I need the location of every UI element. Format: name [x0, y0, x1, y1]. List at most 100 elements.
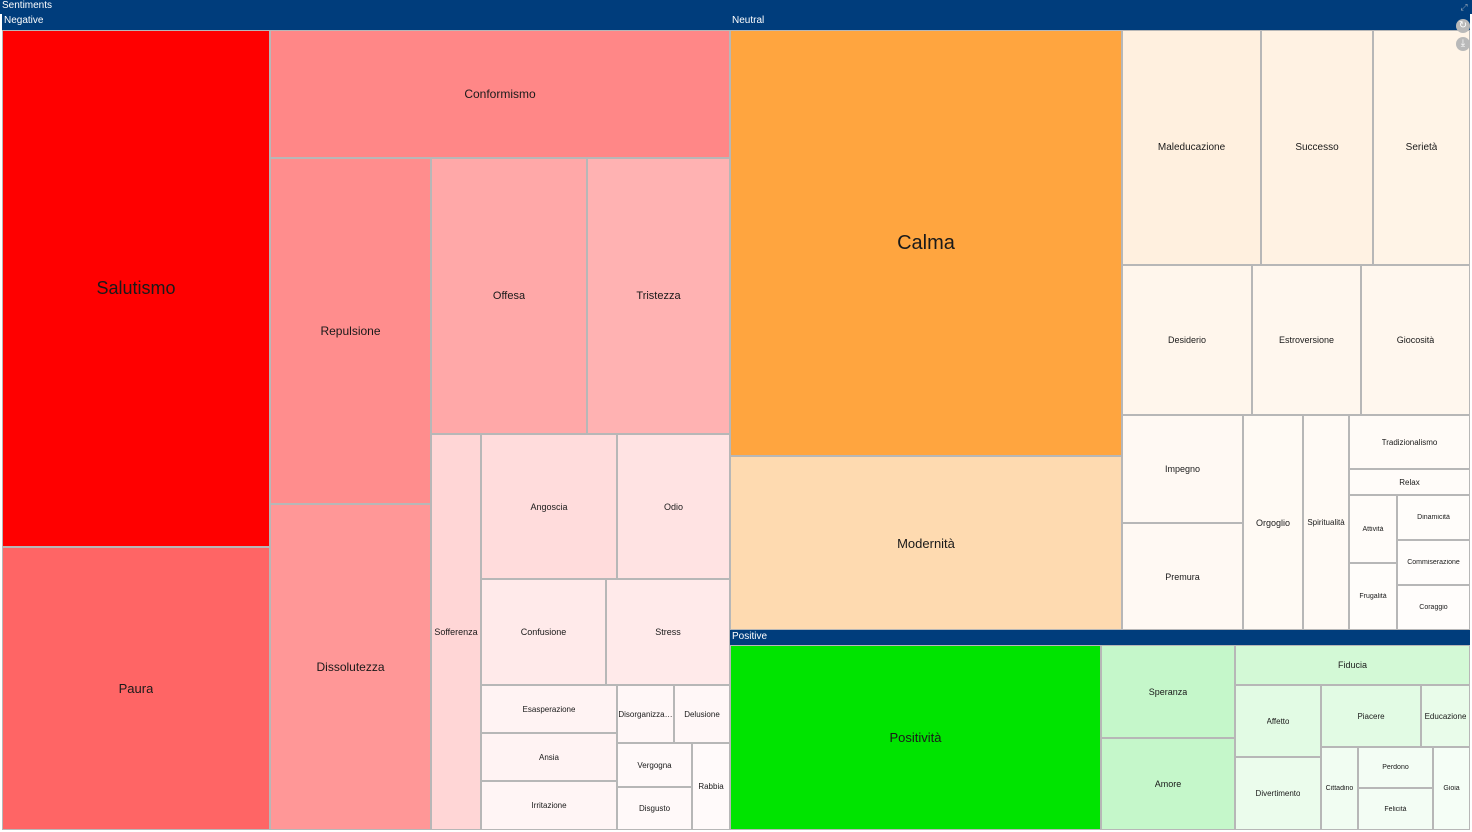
treemap-cell-successo[interactable]: Successo [1261, 30, 1373, 265]
treemap-cell-label: Odio [663, 501, 683, 512]
treemap-cell-label: Confusione [520, 627, 567, 637]
treemap-cell-label: Angoscia [530, 501, 568, 512]
treemap-cell-orgoglio[interactable]: Orgoglio [1243, 415, 1303, 630]
treemap-cell-sofferenza[interactable]: Sofferenza [431, 434, 481, 830]
group-header-positive[interactable]: Positive [730, 630, 1470, 645]
treemap-cell-label: Stress [655, 627, 681, 637]
treemap-cell-label: Premura [1165, 571, 1200, 582]
treemap-cell-label: Sofferenza [434, 627, 478, 637]
treemap-cell-label: Irritazione [531, 801, 567, 810]
treemap-cell-serieta[interactable]: Serietà [1373, 30, 1470, 265]
treemap-cell-odio[interactable]: Odio [617, 434, 730, 579]
treemap-cell-spiritualita[interactable]: Spiritualità [1303, 415, 1349, 630]
treemap-cell-maleducazione[interactable]: Maleducazione [1122, 30, 1261, 265]
treemap-cell-educazione[interactable]: Educazione [1421, 685, 1470, 747]
treemap-cell-salutismo[interactable]: Salutismo [2, 30, 270, 547]
treemap-cell-label: Salutismo [96, 278, 176, 298]
treemap-cell-label: Serietà [1405, 142, 1438, 153]
treemap-cell-piacere[interactable]: Piacere [1321, 685, 1421, 747]
treemap-cell-cittadino[interactable]: Cittadino [1321, 747, 1358, 830]
treemap-cell-label: Cittadino [1325, 785, 1354, 792]
treemap-cell-rabbia[interactable]: Rabbia [692, 743, 730, 830]
treemap-cell-label: Fiducia [1337, 660, 1367, 670]
treemap-cell-giocosita[interactable]: Giocosità [1361, 265, 1470, 415]
group-label-negative: Negative [4, 15, 44, 26]
treemap-cell-label: Coraggio [1419, 604, 1448, 611]
treemap-cell-label: Speranza [1148, 686, 1188, 697]
treemap-cell-amore[interactable]: Amore [1101, 738, 1235, 830]
treemap-cell-angoscia[interactable]: Angoscia [481, 434, 617, 579]
treemap-cell-label: Positività [889, 730, 942, 745]
treemap-cell-disgusto[interactable]: Disgusto [617, 787, 692, 830]
treemap-cell-ansia[interactable]: Ansia [481, 733, 617, 781]
treemap-cell-irritazione[interactable]: Irritazione [481, 781, 617, 830]
group-header-neutral[interactable]: Neutral [730, 14, 1470, 30]
group-header-negative[interactable]: Negative [2, 14, 730, 30]
treemap-cell-paura[interactable]: Paura [2, 547, 270, 830]
treemap-cell-label: Successo [1295, 142, 1339, 153]
treemap-cell-fiducia[interactable]: Fiducia [1235, 645, 1470, 685]
treemap-cell-label: Giocosità [1396, 335, 1435, 345]
treemap-cell-estroversione[interactable]: Estroversione [1252, 265, 1361, 415]
treemap-cell-confusione[interactable]: Confusione [481, 579, 606, 685]
treemap-cell-label: Attività [1362, 525, 1384, 533]
treemap-cell-speranza[interactable]: Speranza [1101, 645, 1235, 738]
treemap-cell-tradizionalismo[interactable]: Tradizionalismo [1349, 415, 1470, 469]
treemap-cell-label: Divertimento [1255, 789, 1301, 798]
treemap-cell-label: Ansia [538, 752, 559, 762]
treemap-cell-modernita[interactable]: Modernità [730, 456, 1122, 630]
treemap-cell-calma[interactable]: Calma [730, 30, 1122, 456]
treemap-cell-repulsione[interactable]: Repulsione [270, 158, 431, 504]
treemap-cell-label: Orgoglio [1255, 517, 1291, 528]
treemap-cell-label: Maleducazione [1157, 142, 1226, 153]
chart-title-bar: Sentiments [0, 0, 1472, 14]
download-icon[interactable]: ⤓ [1456, 37, 1470, 51]
treemap-cell-positivita[interactable]: Positività [730, 645, 1101, 830]
treemap-cell-disorganizza[interactable]: Disorganizza… [617, 685, 674, 743]
treemap-cell-label: Perdono [1382, 764, 1409, 771]
treemap-cell-label: Spiritualità [1307, 518, 1345, 527]
treemap-cell-label: Conformismo [464, 87, 536, 101]
treemap-cell-label: Modernità [897, 535, 955, 551]
treemap-cell-conformismo[interactable]: Conformismo [270, 30, 730, 158]
treemap-cell-perdono[interactable]: Perdono [1358, 747, 1433, 788]
treemap-cell-vergogna[interactable]: Vergogna [617, 743, 692, 787]
chart-title: Sentiments [2, 0, 53, 11]
treemap-cell-label: Amore [1154, 779, 1182, 789]
treemap-cell-label: Dinamicità [1417, 514, 1450, 521]
treemap-cell-dissolutezza[interactable]: Dissolutezza [270, 504, 431, 830]
treemap-cell-felicita[interactable]: Felicità [1358, 788, 1433, 830]
treemap-cell-gioia[interactable]: Gioia [1433, 747, 1470, 830]
treemap-cell-attivita[interactable]: Attività [1349, 495, 1397, 563]
treemap-cell-label: Impegno [1164, 464, 1201, 474]
treemap-cell-label: Rabbia [698, 782, 724, 791]
treemap-cell-tristezza[interactable]: Tristezza [587, 158, 730, 434]
treemap-cell-esasperazione[interactable]: Esasperazione [481, 685, 617, 733]
group-label-neutral: Neutral [732, 15, 765, 26]
treemap-cell-label: Affetto [1266, 716, 1290, 726]
treemap-cell-offesa[interactable]: Offesa [431, 158, 587, 434]
treemap-cell-desiderio[interactable]: Desiderio [1122, 265, 1252, 415]
treemap-cell-commiserazione[interactable]: Commiserazione [1397, 540, 1470, 585]
treemap-cell-label: Vergogna [637, 760, 672, 770]
treemap-cell-impegno[interactable]: Impegno [1122, 415, 1243, 523]
treemap-cell-label: Paura [118, 681, 154, 696]
treemap-cell-label: Educazione [1424, 711, 1467, 721]
treemap-cell-delusione[interactable]: Delusione [674, 685, 730, 743]
treemap-cell-label: Repulsione [320, 324, 381, 338]
treemap-cell-label: Esasperazione [522, 704, 576, 714]
treemap-cell-label: Piacere [1357, 711, 1385, 721]
treemap-cell-coraggio[interactable]: Coraggio [1397, 585, 1470, 630]
treemap-cell-frugalita[interactable]: Frugalità [1349, 563, 1397, 630]
expand-icon[interactable]: ⤢ [1460, 2, 1468, 12]
treemap-cell-label: Estroversione [1278, 335, 1335, 345]
refresh-icon[interactable]: ↻ [1456, 19, 1470, 33]
treemap-cell-dinamicita[interactable]: Dinamicità [1397, 495, 1470, 540]
treemap-cell-affetto[interactable]: Affetto [1235, 685, 1321, 757]
treemap-cell-label: Relax [1399, 477, 1420, 487]
treemap-cell-stress[interactable]: Stress [606, 579, 730, 685]
treemap-cell-relax[interactable]: Relax [1349, 469, 1470, 495]
treemap-cell-label: Frugalità [1359, 593, 1387, 600]
treemap-cell-divertimento[interactable]: Divertimento [1235, 757, 1321, 830]
treemap-cell-premura[interactable]: Premura [1122, 523, 1243, 630]
